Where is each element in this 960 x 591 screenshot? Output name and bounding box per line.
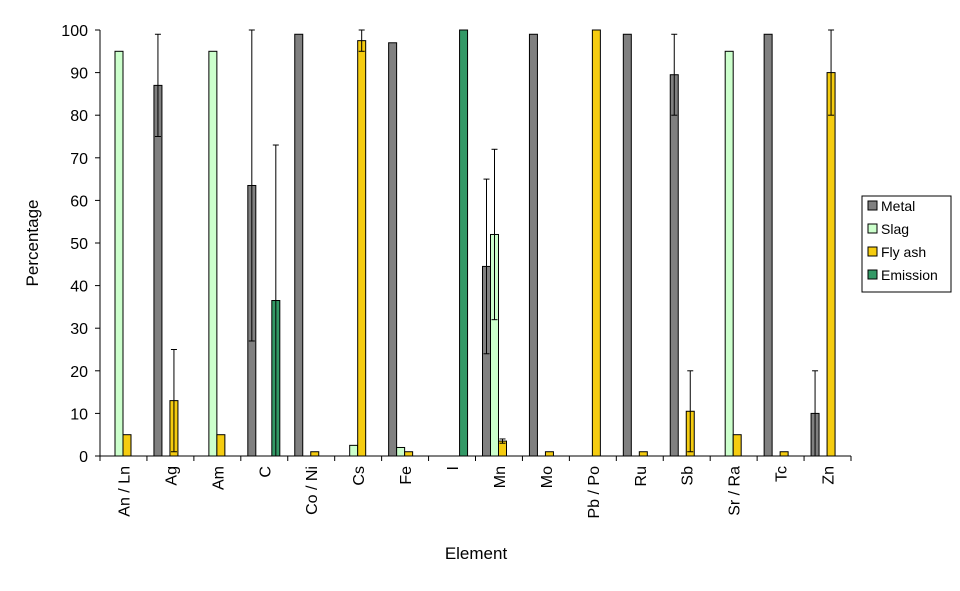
- legend-label: Fly ash: [881, 244, 926, 260]
- x-tick-label: An / Ln: [116, 466, 133, 517]
- x-tick-label: C: [257, 466, 274, 478]
- x-tick-label: Ru: [633, 466, 650, 486]
- bar: [544, 451, 554, 457]
- bar: [349, 444, 359, 457]
- y-axis-label: Percentage: [23, 200, 42, 287]
- bar: [122, 434, 132, 457]
- bar: [294, 33, 304, 457]
- legend-swatch: [867, 200, 878, 211]
- bar: [388, 42, 398, 457]
- bar: [638, 451, 648, 457]
- y-tick-label: 100: [61, 23, 88, 40]
- bar: [459, 29, 469, 457]
- bar: [669, 74, 679, 457]
- x-axis-label: Element: [445, 544, 508, 563]
- x-tick-label: Mn: [492, 466, 509, 488]
- x-tick-label: Pb / Po: [586, 466, 603, 519]
- y-tick-label: 70: [70, 151, 88, 168]
- x-tick-label: Cs: [351, 466, 368, 486]
- legend-swatch: [867, 269, 878, 280]
- bar: [528, 33, 538, 457]
- bar: [622, 33, 632, 457]
- y-tick-label: 10: [70, 406, 88, 423]
- bar: [404, 451, 414, 457]
- x-tick-label: Am: [210, 466, 227, 490]
- bar: [310, 451, 320, 457]
- bar: [724, 50, 734, 457]
- bar: [114, 50, 124, 457]
- bar: [826, 72, 836, 457]
- legend-label: Slag: [881, 221, 909, 237]
- x-tick-label: Sr / Ra: [727, 466, 744, 516]
- legend-swatch: [867, 223, 878, 234]
- bar: [216, 434, 226, 457]
- x-tick-label: Zn: [821, 466, 838, 485]
- legend: Metal Slag Fly ash Emission: [861, 195, 952, 293]
- y-tick-label: 60: [70, 193, 88, 210]
- y-tick-label: 20: [70, 364, 88, 381]
- bar: [732, 434, 742, 457]
- x-tick-label: Mo: [539, 466, 556, 488]
- bar: [357, 40, 367, 457]
- x-tick-label: Fe: [398, 466, 415, 485]
- bar: [396, 446, 406, 457]
- bar: [208, 50, 218, 457]
- x-tick-label: Co / Ni: [304, 466, 321, 515]
- y-tick-label: 0: [79, 449, 88, 466]
- bar: [153, 84, 163, 457]
- axes-layer: 0 10 20 30 40 50 60 70 80 90 100 An / Ln Ag Am C Co / N…: [61, 23, 852, 519]
- x-tick-label: Ag: [163, 466, 180, 486]
- y-tick-label: 50: [70, 236, 88, 253]
- legend-swatch: [867, 246, 878, 257]
- x-tick-label: Tc: [774, 466, 791, 482]
- legend-label: Emission: [881, 267, 938, 283]
- y-tick-label: 30: [70, 321, 88, 338]
- legend-label: Metal: [881, 198, 915, 214]
- y-tick-label: 90: [70, 66, 88, 83]
- y-tick-label: 80: [70, 108, 88, 125]
- bars-layer: [114, 29, 836, 457]
- y-tick-label: 40: [70, 279, 88, 296]
- x-tick-label: I: [445, 466, 462, 470]
- bar: [763, 33, 773, 457]
- bar: [779, 451, 789, 457]
- x-tick-label: Sb: [680, 466, 697, 486]
- bar: [591, 29, 601, 457]
